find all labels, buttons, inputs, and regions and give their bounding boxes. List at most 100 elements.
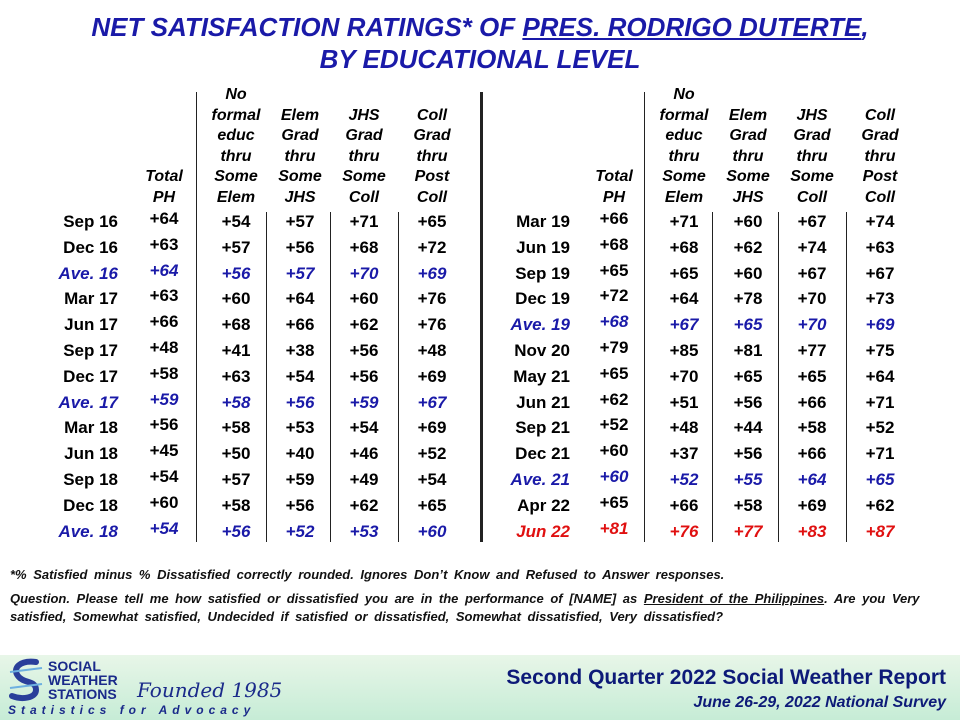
left-row-label: Mar 17: [64, 289, 118, 309]
left-header-nofor-line: Elem: [216, 188, 256, 206]
left-cell-jhs: +70: [349, 263, 379, 283]
right-row-label: Sep 21: [515, 418, 570, 438]
report-title: Second Quarter 2022 Social Weather Repor…: [506, 666, 946, 689]
page-title-line1: NET SATISFACTION RATINGS* OF PRES. RODRI…: [91, 12, 869, 42]
footnote: *% Satisfied minus % Dissatisfied correc…: [10, 567, 725, 582]
right-row-label: Jun 21: [516, 392, 570, 412]
left-cell-nofor: +57: [221, 470, 251, 489]
right-cell-jhs: +83: [797, 521, 827, 541]
left-cell-nofor: +56: [221, 263, 251, 283]
right-header-elem-line: Grad: [729, 127, 767, 144]
right-column-line: [712, 212, 713, 542]
right-row: Sep 19 +65 +65 +60 +67 +67: [0, 260, 960, 290]
left-cell-jhs: +46: [349, 444, 379, 464]
left-row: Mar 17 +63 +60 +64 +60 +76: [0, 286, 960, 315]
right-cell-total: +65: [599, 260, 629, 280]
left-header-nofor-line: educ: [217, 127, 255, 144]
left-row-label: Sep 16: [63, 212, 118, 231]
left-header-jhs-line: JHS: [348, 106, 380, 124]
right-header-nofor-line: thru: [668, 147, 700, 165]
right-row-label: Mar 19: [516, 212, 570, 231]
left-cell-total: +64: [149, 260, 179, 280]
right-header-nofor-line: Elem: [664, 188, 704, 206]
table-divider: [480, 92, 483, 542]
left-header-total-line: PH: [152, 188, 176, 206]
right-row: Ave. 21 +60 +52 +55 +64 +65: [0, 467, 960, 496]
title-name: PRES. RODRIGO DUTERTE: [522, 12, 862, 42]
left-cell-total: +48: [149, 338, 179, 357]
left-header-jhs-line: Coll: [348, 188, 380, 206]
right-header-jhs-line: thru: [796, 147, 828, 165]
left-row: Sep 18 +54 +57 +59 +49 +54: [0, 467, 960, 496]
left-row: Ave. 17 +59 +58 +56 +59 +67: [0, 389, 960, 419]
right-row: Apr 22 +65 +66 +58 +69 +62: [0, 493, 960, 522]
logo-text: SOCIAL WEATHER STATIONS: [48, 658, 118, 702]
right-header-elem-line: Some: [726, 168, 770, 185]
left-cell-coll: +69: [417, 366, 447, 386]
right-row-label: Sep 19: [515, 263, 570, 283]
right-header-coll-line: Coll: [864, 188, 896, 206]
right-row: Ave. 19 +68 +67 +65 +70 +69: [0, 312, 960, 341]
right-row-label: May 21: [513, 366, 570, 386]
left-row-label: Ave. 17: [58, 392, 118, 412]
right-cell-elem: +62: [733, 237, 763, 257]
right-header-jhs: JHS Grad thru Some Coll: [777, 106, 847, 209]
left-row-label: Jun 17: [64, 315, 118, 335]
left-cell-coll: +65: [417, 212, 447, 231]
left-cell-total: +59: [149, 389, 179, 409]
right-cell-jhs: +66: [797, 392, 827, 412]
right-header-jhs-line: Some: [790, 168, 834, 185]
left-row-label: Dec 17: [63, 366, 118, 386]
right-cell-elem: +81: [733, 341, 763, 360]
left-cell-nofor: +63: [221, 366, 251, 386]
left-row-label: Dec 16: [63, 237, 118, 257]
right-cell-jhs: +74: [797, 237, 827, 257]
right-header-elem-line: Elem: [728, 106, 768, 124]
right-header-coll-line: thru: [864, 147, 896, 165]
left-cell-jhs: +56: [349, 341, 379, 360]
question-note: Question. Please tell me how satisfied o…: [10, 591, 920, 624]
right-cell-nofor: +70: [669, 366, 699, 386]
right-header-nofor: No formal educ thru Some Elem: [649, 85, 719, 208]
right-row-label: Nov 20: [514, 341, 570, 360]
left-header-coll-line: Coll: [416, 188, 448, 206]
right-header-nofor-line: formal: [659, 106, 709, 124]
left-cell-coll: +48: [417, 341, 447, 360]
right-cell-elem: +65: [733, 366, 763, 386]
left-cell-total: +63: [149, 286, 179, 306]
right-cell-jhs: +70: [797, 289, 827, 309]
right-cell-total: +81: [599, 518, 629, 538]
right-cell-total: +60: [599, 441, 629, 461]
left-row: Sep 17 +48 +41 +38 +56 +48: [0, 338, 960, 367]
left-cell-elem: +57: [285, 212, 315, 231]
left-cell-elem: +56: [285, 237, 315, 257]
right-header-coll-line: Post: [862, 168, 898, 185]
right-header-total: Total PH: [579, 167, 649, 208]
left-cell-nofor: +68: [221, 315, 251, 335]
right-cell-coll: +71: [865, 444, 895, 464]
right-cell-jhs: +69: [797, 495, 827, 515]
left-row: Mar 18 +56 +58 +53 +54 +69: [0, 415, 960, 444]
left-cell-jhs: +49: [349, 470, 379, 489]
right-cell-nofor: +67: [669, 315, 699, 335]
right-cell-nofor: +48: [669, 418, 699, 438]
left-row: Dec 18 +60 +58 +56 +62 +65: [0, 493, 960, 522]
right-row: Jun 21 +62 +51 +56 +66 +71: [0, 390, 960, 419]
right-cell-nofor: +85: [669, 341, 699, 360]
right-cell-total: +60: [599, 467, 629, 486]
left-cell-total: +54: [149, 467, 179, 486]
left-header-elem-line: thru: [284, 147, 316, 165]
right-cell-total: +68: [599, 234, 629, 254]
right-cell-coll: +63: [865, 237, 895, 257]
right-cell-coll: +64: [865, 366, 895, 386]
left-row: Jun 17 +66 +68 +66 +62 +76: [0, 312, 960, 341]
right-cell-elem: +55: [733, 470, 763, 489]
right-row-label: Apr 22: [517, 495, 570, 515]
left-header-total: Total PH: [129, 167, 199, 208]
left-cell-nofor: +57: [221, 237, 251, 257]
left-row: Ave. 16 +64 +56 +57 +70 +69: [0, 260, 960, 290]
left-row-label: Ave. 18: [58, 521, 118, 541]
right-row: Mar 19 +66 +71 +60 +67 +74: [0, 209, 960, 238]
left-row-label: Mar 18: [64, 418, 118, 438]
left-header-elem-line: Elem: [280, 106, 320, 124]
